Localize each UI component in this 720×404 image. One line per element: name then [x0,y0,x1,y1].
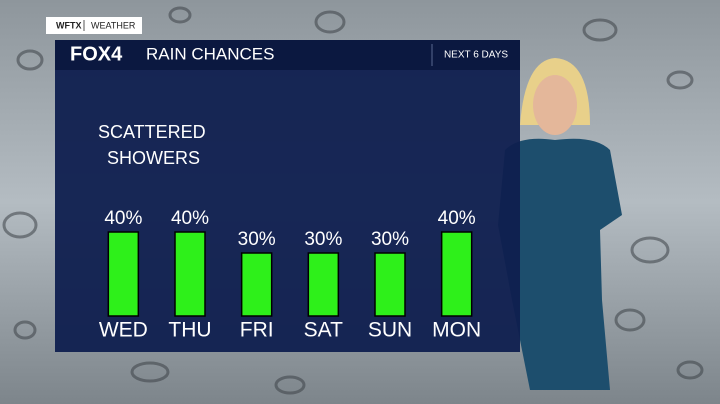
value-label: 30% [304,229,342,250]
station-tag [46,17,142,34]
chart-title: RAIN CHANCES [146,44,274,63]
annotation: SCATTERED [98,122,206,142]
bar [107,231,140,317]
section: WEATHER [91,20,136,30]
annotation: SHOWERS [107,148,200,168]
bar [307,252,340,317]
x-tick-label: SAT [304,319,343,342]
x-tick-label: WED [99,319,148,342]
value-label: 40% [171,208,209,229]
value-label: 30% [371,229,409,250]
raindrops [2,6,704,395]
x-tick-label: THU [168,319,211,342]
station: WFTX [56,20,82,30]
bar [374,252,406,317]
chart-subtitle: NEXT 6 DAYS [444,50,508,61]
bar [440,231,473,317]
logo: FOX4 [70,43,123,65]
value-label: 30% [238,229,276,250]
value-label: 40% [438,208,476,229]
x-tick-label: MON [432,319,481,342]
bar [174,231,206,317]
presenter [498,58,622,390]
x-tick-label: FRI [240,319,274,342]
value-label: 40% [104,208,142,229]
x-tick-label: SUN [368,319,412,342]
header-bar [55,40,520,70]
bar [240,252,273,317]
